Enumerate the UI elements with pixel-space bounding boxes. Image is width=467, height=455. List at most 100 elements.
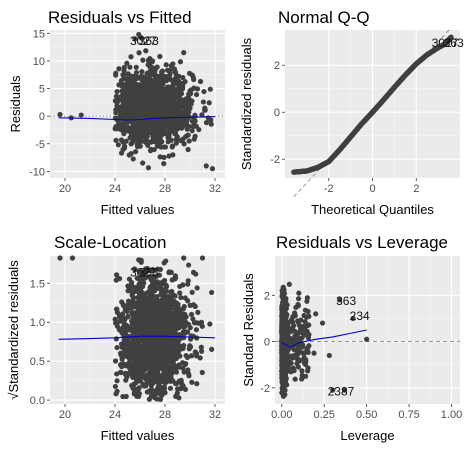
data-point [57, 255, 63, 261]
data-point [123, 377, 129, 383]
data-point [169, 345, 176, 351]
data-point [203, 163, 209, 169]
data-point [118, 150, 125, 156]
data-point [175, 105, 181, 111]
data-point [153, 368, 159, 374]
data-point [302, 361, 309, 367]
data-point [134, 98, 140, 104]
data-point [162, 87, 169, 93]
data-point [137, 378, 143, 384]
y-axis-title: Residuals [8, 75, 23, 133]
data-point [191, 76, 197, 83]
data-point [295, 296, 302, 302]
smoother-line [58, 116, 216, 121]
data-point [129, 363, 135, 369]
data-point [208, 121, 214, 127]
data-point [203, 120, 210, 126]
data-point [163, 283, 170, 289]
data-point [167, 310, 173, 316]
data-point [163, 62, 169, 68]
data-point [196, 126, 202, 133]
data-point [156, 325, 163, 331]
data-point [161, 389, 167, 395]
data-point [157, 357, 163, 363]
data-point [297, 358, 303, 364]
data-point [165, 294, 172, 300]
y-tick-label: 1.0 [30, 317, 45, 329]
data-point [135, 303, 141, 310]
data-point [207, 321, 213, 327]
data-point [148, 139, 154, 145]
data-point [133, 128, 140, 134]
data-point [176, 321, 182, 327]
data-point [178, 379, 184, 385]
data-point [129, 79, 135, 85]
data-point [129, 112, 135, 118]
data-point [137, 143, 143, 149]
data-point [143, 339, 149, 345]
x-tick-label: 32 [209, 409, 221, 421]
data-point [180, 282, 186, 288]
data-point [149, 346, 156, 353]
data-point [175, 80, 182, 86]
data-point [161, 154, 167, 160]
data-point [189, 128, 195, 134]
data-point [112, 316, 118, 322]
data-point [113, 137, 119, 143]
data-point [295, 301, 301, 308]
data-point [154, 73, 160, 79]
data-point [326, 352, 332, 359]
data-point [148, 89, 154, 95]
data-point [133, 70, 140, 76]
data-point [201, 88, 207, 95]
data-point [145, 57, 151, 63]
data-point [128, 333, 135, 339]
data-point [287, 335, 293, 341]
data-point [185, 100, 191, 106]
data-point [121, 346, 127, 352]
data-point [178, 294, 184, 301]
data-point [123, 106, 129, 112]
data-point [194, 285, 200, 291]
data-point [132, 391, 138, 397]
data-point [167, 100, 173, 106]
data-point [305, 345, 311, 351]
data-point [302, 307, 309, 313]
data-point [197, 355, 203, 361]
data-point [172, 351, 178, 357]
y-tick-label: -5 [35, 139, 45, 151]
data-point [120, 116, 126, 122]
data-point [129, 127, 136, 134]
data-point [140, 361, 146, 367]
data-point [148, 292, 154, 298]
y-tick-label: -10 [29, 166, 45, 178]
data-point [293, 330, 299, 337]
data-point [295, 319, 301, 325]
data-point [290, 365, 296, 371]
data-point [160, 306, 166, 312]
data-point [149, 380, 156, 387]
data-point [156, 338, 163, 344]
data-point [132, 339, 139, 345]
data-point [159, 139, 165, 145]
data-point [129, 92, 135, 98]
data-point [188, 311, 195, 318]
data-point [185, 94, 191, 100]
panel-3: 20 24 28 320.00.51.01.53027363Scale-Locatio… [6, 233, 225, 443]
data-point [293, 337, 299, 343]
data-point [301, 354, 307, 361]
data-point [172, 76, 178, 82]
data-point [198, 319, 205, 325]
data-point [187, 325, 193, 331]
data-point [283, 317, 289, 323]
data-point [286, 329, 292, 335]
data-point [143, 48, 149, 54]
data-point [147, 76, 153, 82]
data-point [178, 91, 185, 97]
data-point [127, 98, 134, 104]
data-point [172, 128, 178, 135]
data-point [114, 306, 120, 312]
data-point [186, 138, 192, 144]
